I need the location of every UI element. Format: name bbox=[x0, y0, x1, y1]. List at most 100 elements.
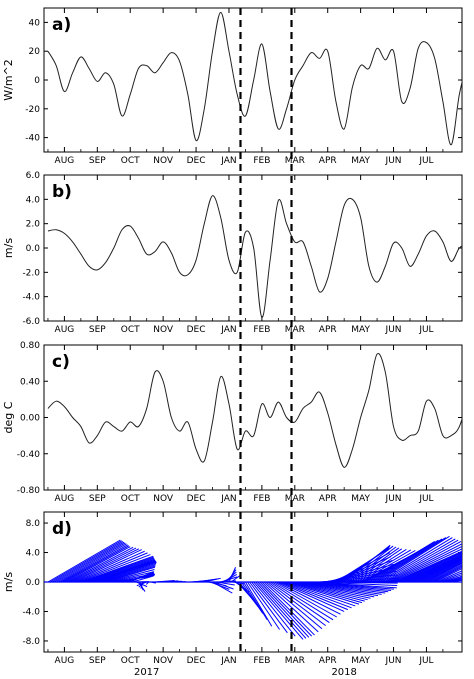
vector-stick bbox=[242, 581, 268, 621]
vector-stick bbox=[424, 561, 462, 583]
vector-stick bbox=[354, 548, 407, 583]
vector-stick bbox=[401, 554, 462, 583]
vector-stick bbox=[393, 550, 462, 583]
x-tick-label: MAY bbox=[351, 325, 370, 335]
x-tick-label: AUG bbox=[55, 494, 75, 504]
vector-stick bbox=[278, 581, 345, 612]
vector-stick bbox=[368, 541, 435, 583]
vector-stick bbox=[230, 575, 241, 583]
y-tick-label: 0.0 bbox=[26, 578, 41, 588]
vector-stick bbox=[442, 575, 462, 583]
vector-stick bbox=[80, 555, 154, 583]
vector-stick bbox=[271, 581, 334, 621]
vector-stick bbox=[78, 554, 151, 583]
vector-stick bbox=[66, 546, 134, 583]
x-tick-label: NOV bbox=[153, 494, 174, 504]
x-tick-label: MAR bbox=[285, 156, 305, 166]
x-tick-label: AUG bbox=[55, 656, 75, 666]
x-tick-label: OCT bbox=[121, 325, 140, 335]
vector-stick bbox=[53, 541, 125, 583]
vector-stick bbox=[420, 560, 462, 583]
y-tick-label: 0.80 bbox=[20, 341, 40, 351]
vector-sticks bbox=[47, 535, 462, 640]
vector-stick bbox=[70, 548, 140, 583]
vector-stick bbox=[99, 562, 157, 583]
y-axis-label: m/s bbox=[2, 238, 15, 258]
y-tick-label: -40 bbox=[25, 134, 40, 144]
vector-stick bbox=[286, 581, 360, 605]
x-tick-label: OCT bbox=[121, 494, 140, 504]
y-tick-label: 0.0 bbox=[26, 244, 41, 254]
vector-stick bbox=[88, 559, 156, 583]
vector-stick bbox=[76, 552, 148, 583]
x-tick-label: SEP bbox=[89, 156, 106, 166]
vector-stick bbox=[298, 581, 378, 597]
x-tick-label: APR bbox=[319, 494, 337, 504]
series-line bbox=[47, 195, 462, 318]
panel-1: -40 -20 0 20 40 AUG SEP OCT NOV DEC JAN FEB MAR APR MA… bbox=[2, 7, 463, 166]
vector-stick bbox=[415, 558, 462, 583]
y-tick-label: 6.0 bbox=[26, 171, 41, 181]
vector-stick bbox=[68, 547, 137, 583]
vector-stick bbox=[136, 581, 147, 587]
x-tick-label: FEB bbox=[253, 156, 270, 166]
panel-label: c) bbox=[52, 352, 70, 372]
x-tick-label: FEB bbox=[253, 494, 270, 504]
panel-2: -6.0 -4.0 -2.0 0.0 2.0 4.0 6.0 AUG SEP OCT NOV DEC J… bbox=[2, 171, 463, 335]
x-tick-label: APR bbox=[319, 656, 337, 666]
panel-4: -8.0 -4.0 0.0 4.0 8.0 AUG SEP OCT NOV DEC JAN FEB MA… bbox=[2, 511, 463, 678]
vector-stick bbox=[255, 581, 307, 639]
x-tick-label: OCT bbox=[121, 156, 140, 166]
vector-stick bbox=[245, 581, 273, 627]
vector-stick bbox=[103, 565, 156, 583]
vector-stick bbox=[257, 581, 310, 638]
vector-stick bbox=[212, 581, 233, 594]
vector-stick bbox=[105, 566, 156, 583]
x-tick-label: JAN bbox=[220, 656, 236, 666]
y-axis-label: W/m^2 bbox=[2, 59, 15, 101]
vector-stick bbox=[251, 581, 296, 637]
x-tick-label: JAN bbox=[220, 156, 236, 166]
vector-stick bbox=[387, 543, 462, 583]
vector-stick bbox=[448, 578, 462, 583]
x-tick-label: NOV bbox=[153, 325, 174, 335]
vector-stick bbox=[383, 539, 459, 583]
vector-stick bbox=[57, 543, 127, 583]
vector-stick bbox=[228, 567, 237, 583]
vector-stick bbox=[294, 581, 371, 599]
y-tick-label: 0.00 bbox=[20, 414, 40, 424]
y-tick-label: -4.0 bbox=[22, 607, 40, 617]
vector-stick bbox=[385, 541, 462, 583]
vector-stick bbox=[261, 581, 315, 636]
x-tick-label: APR bbox=[319, 156, 337, 166]
y-tick-label: 0.40 bbox=[20, 377, 40, 387]
vector-stick bbox=[130, 571, 154, 583]
y-tick-label: -0.80 bbox=[17, 486, 41, 496]
x-tick-label: MAY bbox=[351, 494, 370, 504]
x-tick-label: MAY bbox=[351, 656, 370, 666]
vector-stick bbox=[145, 581, 150, 585]
vector-stick bbox=[347, 546, 397, 583]
x-tick-label: MAR bbox=[285, 656, 305, 666]
y-tick-label: 8.0 bbox=[26, 519, 41, 529]
vector-stick bbox=[376, 535, 450, 583]
y-tick-label: 2.0 bbox=[26, 220, 41, 230]
vector-stick bbox=[259, 581, 313, 637]
x-tick-label: JUL bbox=[418, 656, 433, 666]
vector-stick bbox=[296, 581, 375, 598]
vector-stick bbox=[276, 581, 341, 615]
x-tick-label: JAN bbox=[220, 494, 236, 504]
y-axis-label: deg C bbox=[2, 401, 15, 433]
series-line bbox=[47, 352, 462, 468]
panel-label: a) bbox=[52, 15, 71, 35]
vector-stick bbox=[438, 572, 462, 583]
vector-stick bbox=[290, 581, 365, 602]
vector-stick bbox=[249, 581, 288, 634]
vector-stick bbox=[409, 557, 462, 583]
vector-stick bbox=[343, 544, 391, 583]
vector-stick bbox=[403, 555, 462, 583]
x-tick-label: FEB bbox=[253, 656, 270, 666]
vector-stick bbox=[273, 581, 338, 618]
series-line bbox=[47, 11, 462, 146]
vector-stick bbox=[132, 576, 152, 583]
